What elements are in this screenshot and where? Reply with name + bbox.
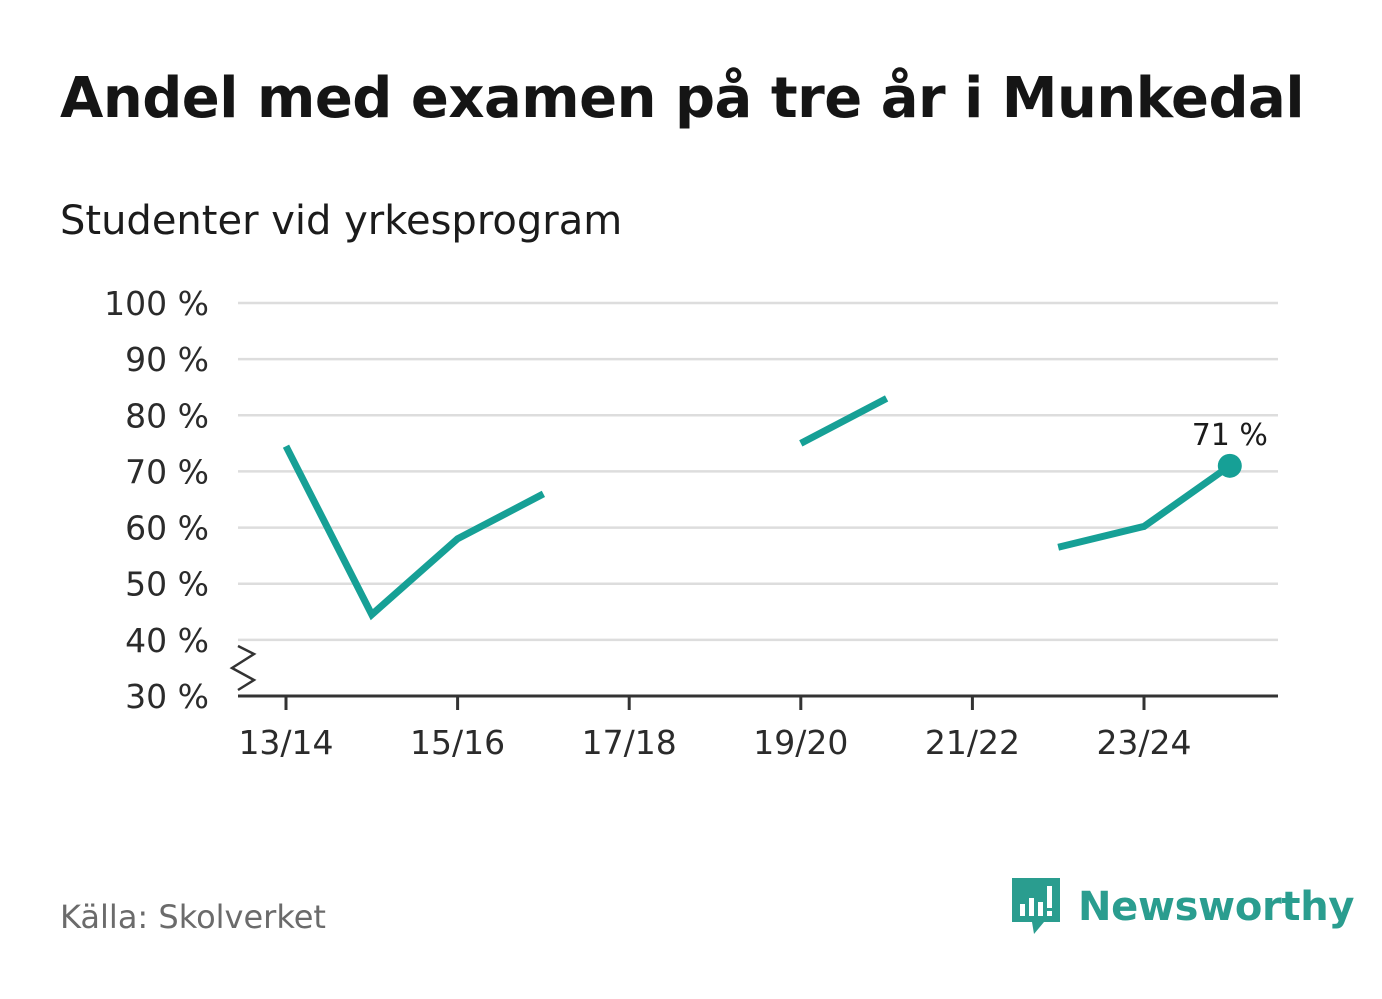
y-tick-label: 40 % [125,621,209,660]
y-tick-label: 90 % [125,340,209,379]
series-line-segment [282,444,546,621]
series-line-segment [799,395,889,447]
y-axis-ticks: 30 % 40 % 50 % 60 % 70 % 80 % 90 % 100 % [104,284,209,716]
y-tick-label: 50 % [125,565,209,604]
x-tick-label: 19/20 [753,723,848,762]
y-tick-label: 80 % [125,396,209,435]
brand-logo: Newsworthy [1010,876,1355,938]
brand-name: Newsworthy [1078,884,1355,930]
x-axis-ticks: 13/14 15/16 17/18 19/20 21/22 23/24 [238,723,1191,762]
series-lines [282,395,1232,621]
data-markers: 71 % [1192,418,1268,478]
x-axis [229,644,1278,710]
source-note: Källa: Skolverket [60,898,326,936]
chart-title: Andel med examen på tre år i Munkedal [60,66,1305,131]
x-tick-label: 17/18 [582,723,677,762]
gridlines [238,301,1278,642]
newsworthy-logo-icon [1012,878,1060,934]
x-tick-label: 15/16 [410,723,505,762]
x-tick-label: 23/24 [1096,723,1191,762]
y-tick-label: 100 % [104,284,209,323]
y-tick-label: 30 % [125,677,209,716]
x-tick-label: 21/22 [925,723,1020,762]
last-value-marker [1217,453,1242,478]
y-tick-label: 60 % [125,509,209,548]
x-tick-label: 13/14 [238,723,333,762]
chart-subtitle: Studenter vid yrkesprogram [60,198,623,244]
y-tick-label: 70 % [125,452,209,491]
axis-break-icon [229,644,257,692]
data-label: 71 % [1192,418,1268,453]
series-line-segment [1057,462,1232,551]
